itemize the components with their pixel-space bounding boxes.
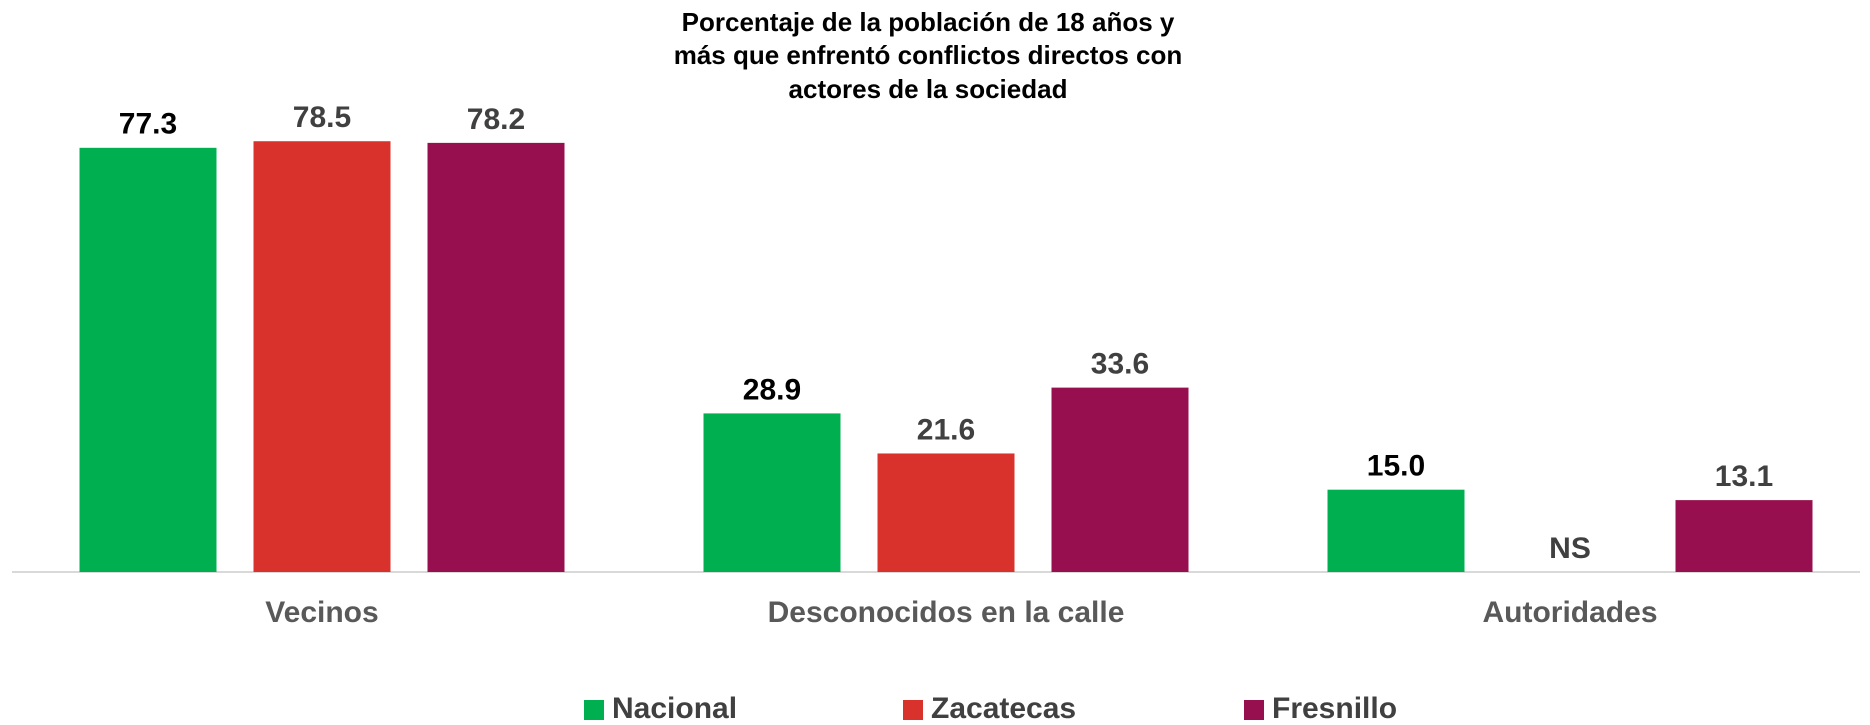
x-tick-label: Vecinos [265, 596, 378, 629]
bar [877, 453, 1015, 572]
chart-title: más que enfrentó conflictos directos con [674, 40, 1183, 70]
data-label: 77.3 [119, 108, 177, 141]
bar [79, 147, 217, 572]
data-label: 15.0 [1367, 450, 1425, 483]
data-label: 78.5 [293, 101, 351, 134]
legend-label: Nacional [612, 692, 737, 725]
legend-swatch [903, 700, 923, 720]
data-label: 78.2 [467, 103, 525, 136]
data-label: 28.9 [743, 373, 801, 406]
legend-label: Zacatecas [931, 692, 1076, 725]
legend-swatch [584, 700, 604, 720]
data-label: 13.1 [1715, 460, 1773, 493]
data-label: NS [1549, 532, 1591, 565]
bar [427, 142, 565, 572]
data-label: 21.6 [917, 413, 975, 446]
bar [253, 141, 391, 572]
x-tick-label: Autoridades [1482, 596, 1657, 629]
data-label: 33.6 [1091, 348, 1149, 381]
bar [703, 413, 841, 572]
bar [1675, 500, 1813, 572]
chart-title: Porcentaje de la población de 18 años y [682, 7, 1175, 37]
legend-label: Fresnillo [1272, 692, 1397, 725]
chart-title: actores de la sociedad [789, 74, 1068, 104]
legend-swatch [1244, 700, 1264, 720]
x-tick-label: Desconocidos en la calle [768, 596, 1125, 629]
bar [1327, 489, 1465, 572]
bar [1051, 387, 1189, 572]
